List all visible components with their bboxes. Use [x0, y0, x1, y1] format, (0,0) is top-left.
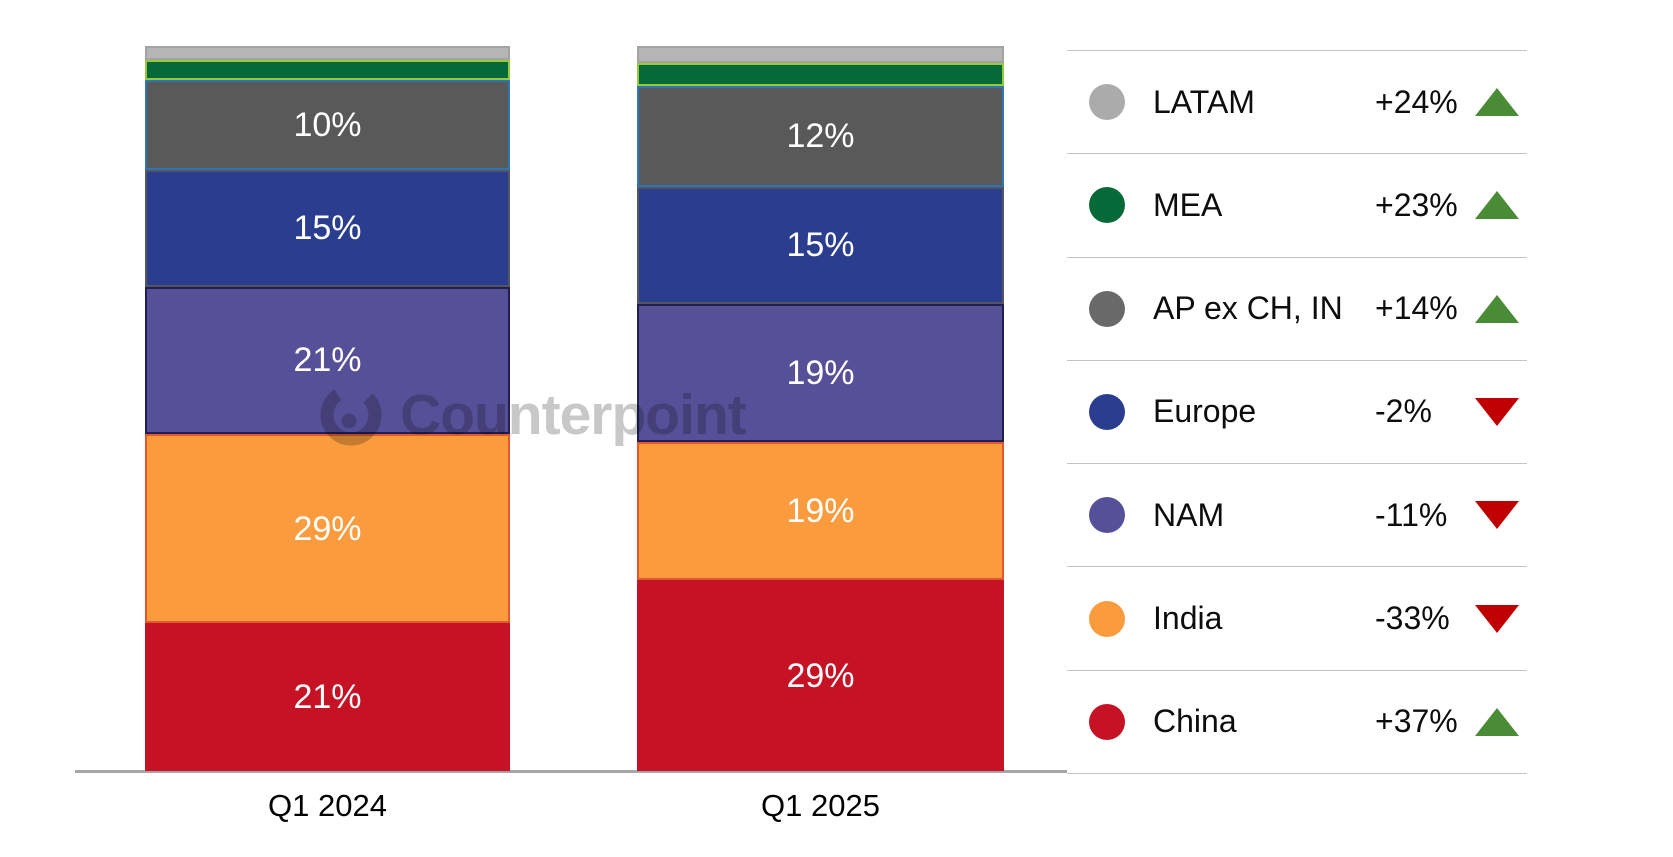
legend-row-europe: Europe -2% [1067, 359, 1527, 463]
legend-dot-mea [1089, 187, 1125, 224]
legend-row-india: India -33% [1067, 566, 1527, 669]
bar-segment-mea [637, 63, 1004, 86]
segment-value-label: 10% [293, 106, 362, 145]
legend-row-latam: LATAM +24% [1067, 50, 1527, 153]
trend-up-icon [1475, 707, 1519, 736]
x-axis-line [75, 770, 1067, 773]
legend-label: China [1153, 703, 1237, 740]
bar-segment-mea [145, 60, 510, 81]
legend-change-value: -2% [1375, 393, 1432, 430]
legend-dot-latam [1089, 84, 1125, 121]
legend-row-nam: NAM -11% [1067, 463, 1527, 566]
legend-label: NAM [1153, 496, 1225, 533]
legend-dot-europe [1089, 393, 1125, 430]
bar-segment-nam: 19% [637, 303, 1004, 443]
segment-value-label: 29% [786, 656, 855, 695]
legend-change-value: +24% [1375, 83, 1458, 120]
segment-value-label: 12% [786, 117, 855, 156]
segment-value-label: 15% [293, 209, 362, 248]
trend-up-icon [1475, 88, 1519, 117]
bar-segment-china: 21% [145, 623, 510, 771]
legend-label: MEA [1153, 186, 1223, 223]
legend-change-value: -33% [1375, 600, 1450, 637]
segment-value-label: 29% [293, 509, 362, 548]
x-axis-label-q1-2024: Q1 2024 [268, 788, 387, 823]
stacked-bar-q1-2025: 12% 15% 19% 19% 29% [637, 46, 1004, 771]
legend-dot-china [1089, 703, 1125, 740]
legend-change-value: -11% [1375, 496, 1448, 533]
trend-down-icon [1475, 604, 1519, 633]
bar-segment-india: 29% [145, 434, 510, 624]
bar-segment-ap-ex-ch-in: 12% [637, 85, 1004, 187]
segment-value-label: 21% [293, 678, 362, 717]
trend-up-icon [1475, 294, 1519, 323]
trend-down-icon [1475, 397, 1519, 426]
bar-segment-latam [145, 46, 510, 61]
bar-segment-india: 19% [637, 442, 1004, 581]
trend-down-icon [1475, 501, 1519, 530]
legend-dot-india [1089, 600, 1125, 637]
x-axis-label-q1-2025: Q1 2025 [761, 788, 880, 823]
segment-value-label: 15% [786, 226, 855, 265]
segment-value-label: 21% [293, 341, 362, 380]
bar-segment-ap-ex-ch-in: 10% [145, 80, 510, 171]
bar-segment-europe: 15% [637, 186, 1004, 304]
legend-change-value: +14% [1375, 290, 1458, 327]
legend-label: LATAM [1153, 83, 1255, 120]
bar-segment-latam [637, 46, 1004, 64]
segment-value-label: 19% [786, 353, 855, 392]
legend-dot-ap-ex-ch-in [1089, 290, 1125, 327]
legend-label: Europe [1153, 393, 1257, 430]
legend-dot-nam [1089, 497, 1125, 534]
trend-up-icon [1475, 191, 1519, 220]
legend-row-ap-ex-ch-in: AP ex CH, IN +14% [1067, 256, 1527, 360]
legend: LATAM +24% MEA +23% AP ex CH, IN +14% Europe -2… [1067, 50, 1527, 774]
legend-label: AP ex CH, IN [1153, 290, 1343, 327]
legend-change-value: +23% [1375, 186, 1458, 223]
segment-value-label: 19% [786, 492, 855, 531]
bar-segment-nam: 21% [145, 286, 510, 435]
legend-change-value: +37% [1375, 703, 1458, 740]
legend-row-mea: MEA +23% [1067, 153, 1527, 256]
stacked-bar-q1-2024: 10% 15% 21% 29% 21% [145, 46, 510, 771]
legend-row-china: China +37% [1067, 669, 1527, 773]
bar-segment-europe: 15% [145, 170, 510, 287]
bar-segment-china: 29% [637, 580, 1004, 771]
legend-label: India [1153, 600, 1223, 637]
